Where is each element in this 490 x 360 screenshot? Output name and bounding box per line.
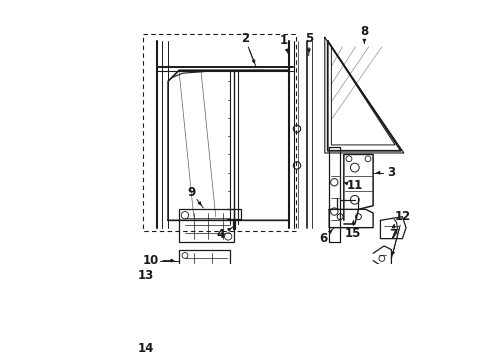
Text: 9: 9 — [188, 186, 196, 199]
Text: 14: 14 — [138, 342, 154, 355]
Text: 4: 4 — [217, 229, 225, 242]
Text: 15: 15 — [345, 227, 362, 240]
Text: 13: 13 — [138, 269, 154, 282]
Text: 8: 8 — [360, 25, 368, 38]
Text: 7: 7 — [390, 229, 398, 242]
Text: 11: 11 — [347, 179, 363, 192]
Text: 1: 1 — [280, 35, 288, 48]
Bar — [179, 210, 234, 242]
Text: 6: 6 — [319, 232, 327, 245]
Text: 5: 5 — [305, 32, 314, 45]
Text: 12: 12 — [394, 210, 411, 223]
Bar — [179, 249, 230, 278]
Text: 3: 3 — [388, 166, 395, 179]
Text: 10: 10 — [143, 254, 159, 267]
Text: 2: 2 — [241, 32, 249, 45]
